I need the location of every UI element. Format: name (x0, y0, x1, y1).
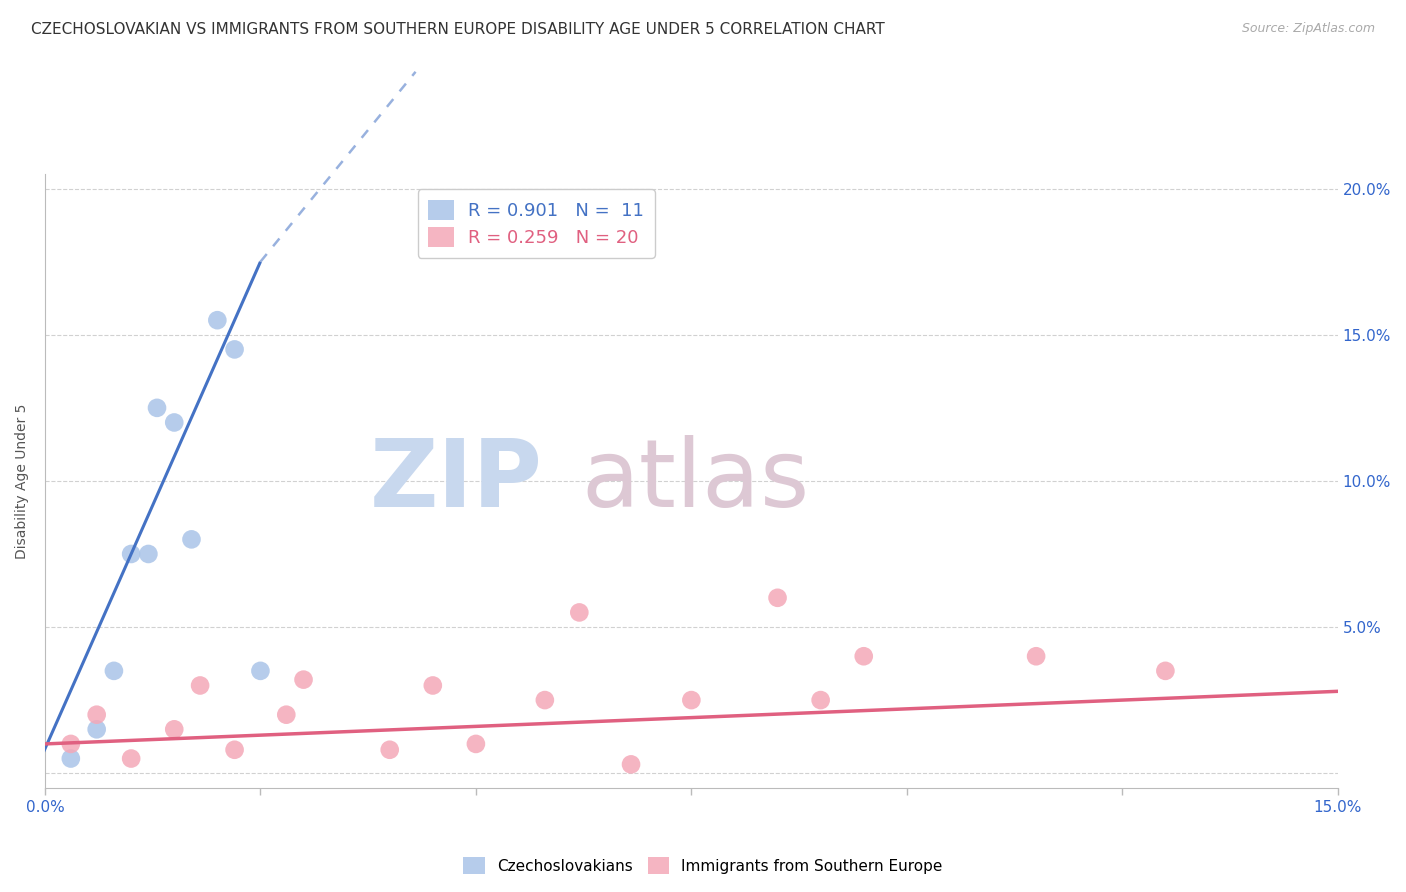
Point (766, 591, 789, 605)
Point (810, 693, 832, 707)
Point (852, 649, 875, 664)
Text: CZECHOSLOVAKIAN VS IMMIGRANTS FROM SOUTHERN EUROPE DISABILITY AGE UNDER 5 CORREL: CZECHOSLOVAKIAN VS IMMIGRANTS FROM SOUTH… (31, 22, 884, 37)
Point (103, 664, 125, 678)
Point (681, 693, 703, 707)
Point (207, 313, 229, 327)
Point (224, 743, 246, 757)
Text: atlas: atlas (582, 435, 810, 527)
Point (620, 757, 643, 772)
Text: Source: ZipAtlas.com: Source: ZipAtlas.com (1241, 22, 1375, 36)
Point (568, 606, 591, 620)
Point (249, 664, 271, 678)
Point (59, 751, 82, 765)
Point (1025, 649, 1047, 664)
Legend: R = 0.901   N =  11, R = 0.259   N = 20: R = 0.901 N = 11, R = 0.259 N = 20 (418, 189, 655, 258)
Point (378, 743, 401, 757)
Point (163, 723, 186, 737)
Point (163, 416, 186, 430)
Point (464, 737, 486, 751)
Point (86, 707, 108, 722)
Y-axis label: Disability Age Under 5: Disability Age Under 5 (15, 403, 30, 558)
Text: ZIP: ZIP (370, 435, 543, 527)
Point (534, 693, 557, 707)
Point (276, 707, 298, 722)
Point (188, 678, 211, 692)
Legend: Czechoslovakians, Immigrants from Southern Europe: Czechoslovakians, Immigrants from Southe… (457, 851, 949, 880)
Point (120, 547, 142, 561)
Point (120, 751, 142, 765)
Point (86, 723, 108, 737)
Point (1154, 664, 1177, 678)
Point (180, 533, 202, 547)
Point (146, 401, 169, 415)
Point (422, 678, 444, 692)
Point (59, 737, 82, 751)
Point (224, 343, 246, 357)
Point (292, 673, 315, 687)
Point (138, 547, 160, 561)
